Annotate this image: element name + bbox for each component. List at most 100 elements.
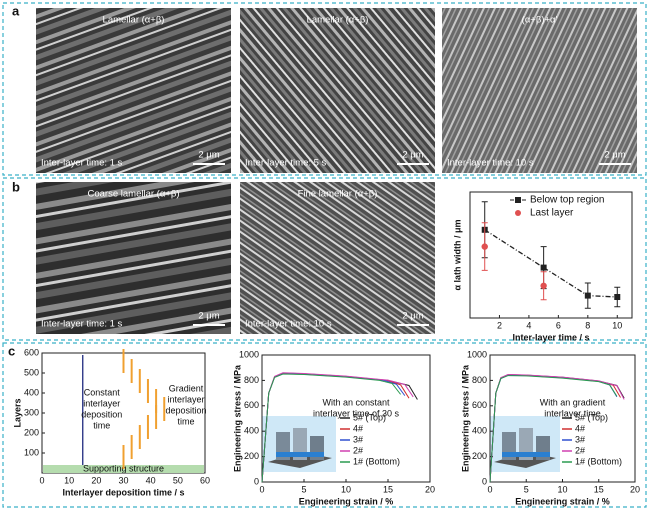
y-tick-label: 800 <box>244 375 259 385</box>
y-tick-label: 600 <box>244 400 259 410</box>
panel-label: a <box>12 3 20 18</box>
annotation: time <box>93 420 110 430</box>
marker <box>540 282 547 289</box>
marker <box>540 264 547 271</box>
series-line <box>484 229 618 298</box>
marker <box>481 243 488 250</box>
plot-frame <box>469 191 633 319</box>
micrograph-caption: (α+β)+α' <box>522 15 558 26</box>
y-tick-label: 0 <box>482 476 487 486</box>
micrograph-caption: Lamellar (α+β) <box>103 15 165 26</box>
x-tick-label: 20 <box>425 484 435 494</box>
y-tick-label: 0 <box>254 476 259 486</box>
x-tick-label: 0 <box>487 484 492 494</box>
y-tick-label: 100 <box>24 447 39 457</box>
marker <box>584 292 591 299</box>
legend-marker <box>515 210 521 216</box>
micrograph-note: Inter-layer time: 5 s <box>245 158 327 169</box>
micrograph <box>240 182 435 334</box>
x-tick-label: 15 <box>383 484 393 494</box>
annotation: Gradient <box>169 383 204 393</box>
marker <box>614 294 621 300</box>
x-tick-label: 5 <box>524 484 529 494</box>
y-tick-label: 600 <box>24 347 39 357</box>
legend-label: 2# <box>575 445 585 455</box>
y-axis-label: Engineering stress / MPa <box>232 364 242 472</box>
x-tick-label: 4 <box>526 320 531 330</box>
x-tick-label: 6 <box>556 320 561 330</box>
micrograph-caption: Fine lamellar (α+β) <box>298 189 378 200</box>
annotation: interlayer time of 30 s <box>313 408 400 418</box>
x-tick-label: 30 <box>118 475 128 485</box>
x-tick-label: 10 <box>612 320 622 330</box>
y-tick-label: 400 <box>472 426 487 436</box>
legend-marker <box>515 197 521 203</box>
x-tick-label: 60 <box>200 475 210 485</box>
y-axis-label: Engineering stress / MPa <box>460 364 470 472</box>
micrograph <box>240 8 435 173</box>
x-tick-label: 15 <box>594 484 604 494</box>
micrograph <box>36 8 231 173</box>
micrograph-caption: Coarse lamellar (α+β) <box>88 189 180 200</box>
micrograph <box>36 182 231 334</box>
y-tick-label: 600 <box>472 400 487 410</box>
annotation: deposition <box>81 409 122 419</box>
x-tick-label: 10 <box>341 484 351 494</box>
inset <box>262 416 560 472</box>
legend-label: 3# <box>353 434 363 444</box>
x-tick-label: 0 <box>39 475 44 485</box>
x-tick-label: 5 <box>301 484 306 494</box>
annotation: interlayer <box>83 398 120 408</box>
x-tick-label: 10 <box>557 484 567 494</box>
legend-label: 1# (Bottom) <box>353 456 400 466</box>
x-tick-label: 0 <box>259 484 264 494</box>
scale-bar-label: 2 μm <box>402 150 423 161</box>
x-axis-label: Interlayer deposition time / s <box>62 487 184 497</box>
micrograph <box>442 8 637 173</box>
annotation: deposition <box>165 405 206 415</box>
x-tick-label: 50 <box>173 475 183 485</box>
x-tick-label: 2 <box>497 320 502 330</box>
series-line <box>489 375 618 483</box>
x-tick-label: 20 <box>630 484 640 494</box>
y-tick-label: 1000 <box>467 349 487 359</box>
annotation: time <box>177 416 194 426</box>
annotation: interlayer <box>167 394 204 404</box>
y-axis-label: Layers <box>12 398 22 427</box>
x-tick-label: 40 <box>146 475 156 485</box>
legend-label: 5# (Top) <box>575 412 608 422</box>
legend-label: Below top region <box>530 195 605 206</box>
legend-label: 1# (Bottom) <box>575 456 622 466</box>
scale-bar-label: 2 μm <box>402 311 423 322</box>
micrograph-note: Inter-layer time: 10 s <box>447 158 534 169</box>
micrograph-note: Inter-layer time: 10 s <box>245 319 332 330</box>
panel-label: c <box>8 343 15 358</box>
legend-label: Last layer <box>530 208 574 219</box>
legend-label: 3# <box>575 434 585 444</box>
legend-label: 4# <box>353 423 363 433</box>
scale-bar-label: 2 μm <box>198 150 219 161</box>
annotation: Constant <box>84 387 121 397</box>
scale-bar-label: 2 μm <box>198 311 219 322</box>
micrographs: Lamellar (α+β) Inter-layer time: 1 s 2 μm L… <box>36 8 637 334</box>
y-tick-label: 300 <box>24 407 39 417</box>
y-tick-label: 1000 <box>239 349 259 359</box>
legend-label: 2# <box>353 445 363 455</box>
y-tick-label: 800 <box>472 375 487 385</box>
legend-label: 5# (Top) <box>353 412 386 422</box>
y-tick-label: 400 <box>244 426 259 436</box>
micrograph-caption: Lamellar (α+β) <box>307 15 369 26</box>
annotation: interlayer time <box>544 408 601 418</box>
y-tick-label: 200 <box>244 451 259 461</box>
x-axis-label: Engineering strain / % <box>515 496 610 506</box>
panel-label: b <box>12 179 20 194</box>
micrograph-note: Inter-layer time: 1 s <box>41 158 123 169</box>
x-axis-label: Engineering strain / % <box>299 496 394 506</box>
series-line <box>261 373 401 483</box>
scale-bar-label: 2 μm <box>604 150 625 161</box>
micrograph-note: Inter-layer time: 1 s <box>41 319 123 330</box>
y-tick-label: 400 <box>24 387 39 397</box>
y-axis-label: α lath width / μm <box>452 219 462 290</box>
